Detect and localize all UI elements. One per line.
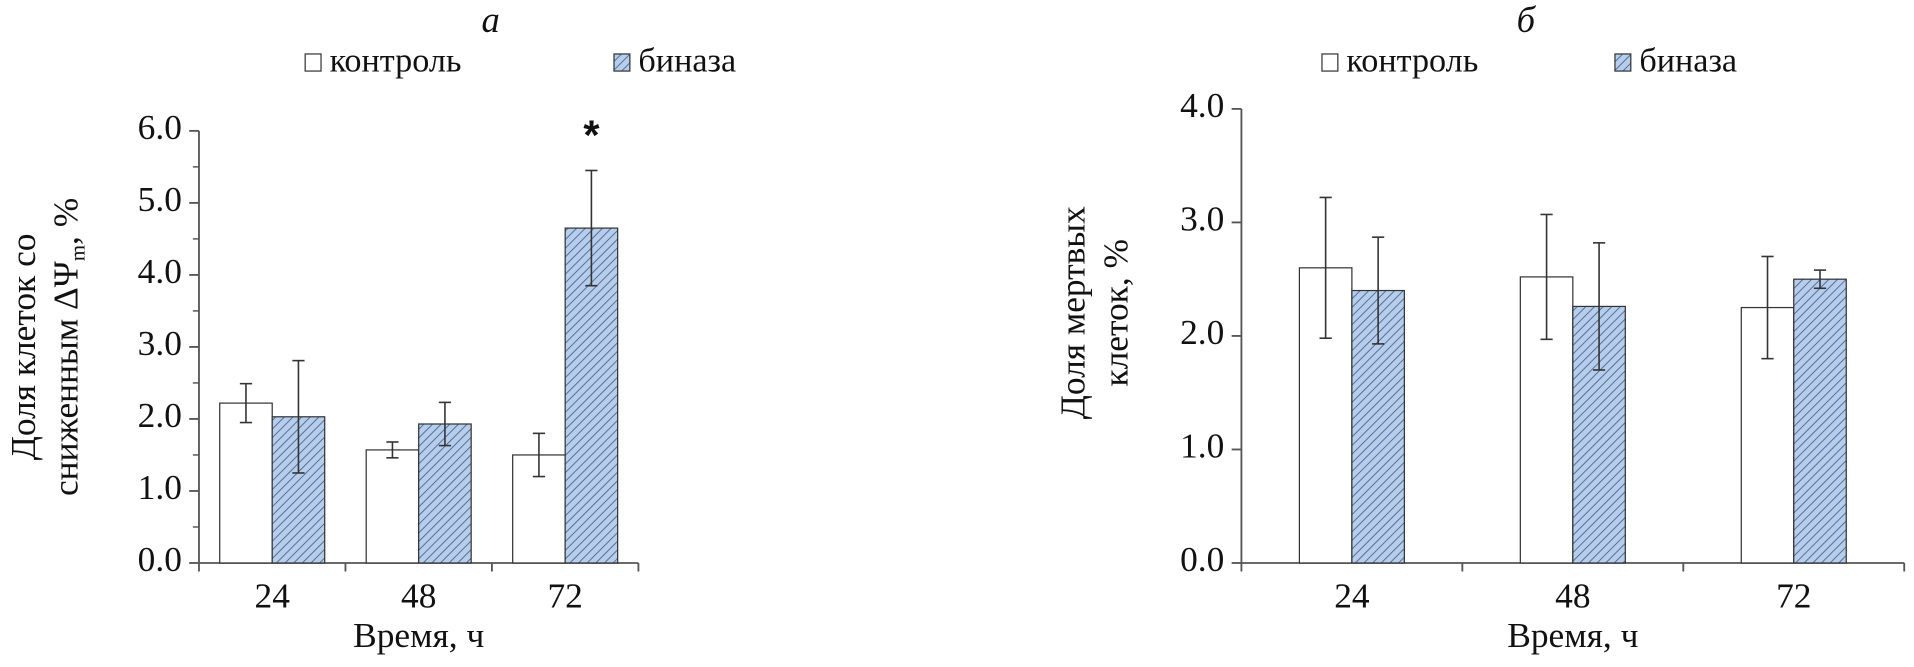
y-axis-label-line: сниженным ΔΨ xyxy=(46,260,86,496)
y-axis-label: Доля клеток со xyxy=(3,234,43,461)
bar xyxy=(365,449,420,564)
error-bar xyxy=(1813,269,1827,290)
y-tick-label: 3.0 xyxy=(138,323,182,363)
y-tick-label: 4.0 xyxy=(1180,85,1224,125)
error-bar xyxy=(1592,242,1606,371)
y-tick-label: 0.0 xyxy=(138,539,182,579)
x-tick-label: 72 xyxy=(1776,576,1811,616)
legend-label: контроль xyxy=(1346,43,1478,80)
error-bar xyxy=(239,382,253,424)
error-bar xyxy=(386,441,399,459)
y-tick-label: 2.0 xyxy=(138,395,182,435)
error-bar xyxy=(1540,213,1553,341)
error-bar xyxy=(532,432,546,478)
y-axis-label-subscript: m xyxy=(67,245,89,261)
legend-swatch xyxy=(1321,53,1339,72)
bar xyxy=(418,423,472,564)
y-tick-label: 4.0 xyxy=(138,251,182,291)
x-tick-label: 48 xyxy=(1555,576,1590,616)
y-axis-label-suffix: , % xyxy=(46,198,86,245)
x-axis-label: Время, ч xyxy=(353,615,484,655)
x-tick-label: 24 xyxy=(1334,576,1370,616)
bar xyxy=(219,402,273,564)
legend-label: биназа xyxy=(1639,43,1737,80)
legend-label: биназа xyxy=(638,43,736,80)
x-axis-label: Время, ч xyxy=(1507,615,1638,655)
legend-swatch xyxy=(304,53,322,72)
legend-swatch xyxy=(1614,53,1632,72)
y-axis-label-line: Доля клеток со xyxy=(3,234,43,461)
chart-title: а xyxy=(482,0,500,40)
y-axis-label-line: клеток, % xyxy=(1095,239,1135,387)
y-tick-label: 0.0 xyxy=(1180,539,1224,579)
error-bar xyxy=(1761,255,1774,360)
error-bar xyxy=(1372,236,1385,345)
y-axis-label-line: Доля мертвых xyxy=(1053,206,1093,419)
error-bar xyxy=(585,169,598,287)
error-bar xyxy=(438,401,452,447)
chart-title: б xyxy=(1517,0,1537,40)
error-bar xyxy=(292,359,305,474)
y-axis-label: Доля мертвых xyxy=(1053,206,1093,419)
x-tick-label: 48 xyxy=(401,576,436,616)
y-tick-label: 5.0 xyxy=(138,179,182,219)
y-tick-label: 6.0 xyxy=(138,107,182,147)
x-tick-label: 72 xyxy=(547,576,582,616)
y-axis-label: клеток, % xyxy=(1095,239,1135,387)
y-tick-label: 1.0 xyxy=(1180,426,1224,466)
y-tick-label: 3.0 xyxy=(1180,199,1224,239)
y-axis-label: сниженным ΔΨm, % xyxy=(46,198,89,496)
bar xyxy=(1793,278,1847,564)
legend-swatch xyxy=(613,53,631,72)
significance-mark: * xyxy=(583,112,600,159)
error-bar xyxy=(1319,196,1332,340)
legend-label: контроль xyxy=(330,43,462,80)
x-tick-label: 24 xyxy=(255,576,291,616)
y-tick-label: 2.0 xyxy=(1180,312,1224,352)
y-tick-label: 1.0 xyxy=(138,467,182,507)
